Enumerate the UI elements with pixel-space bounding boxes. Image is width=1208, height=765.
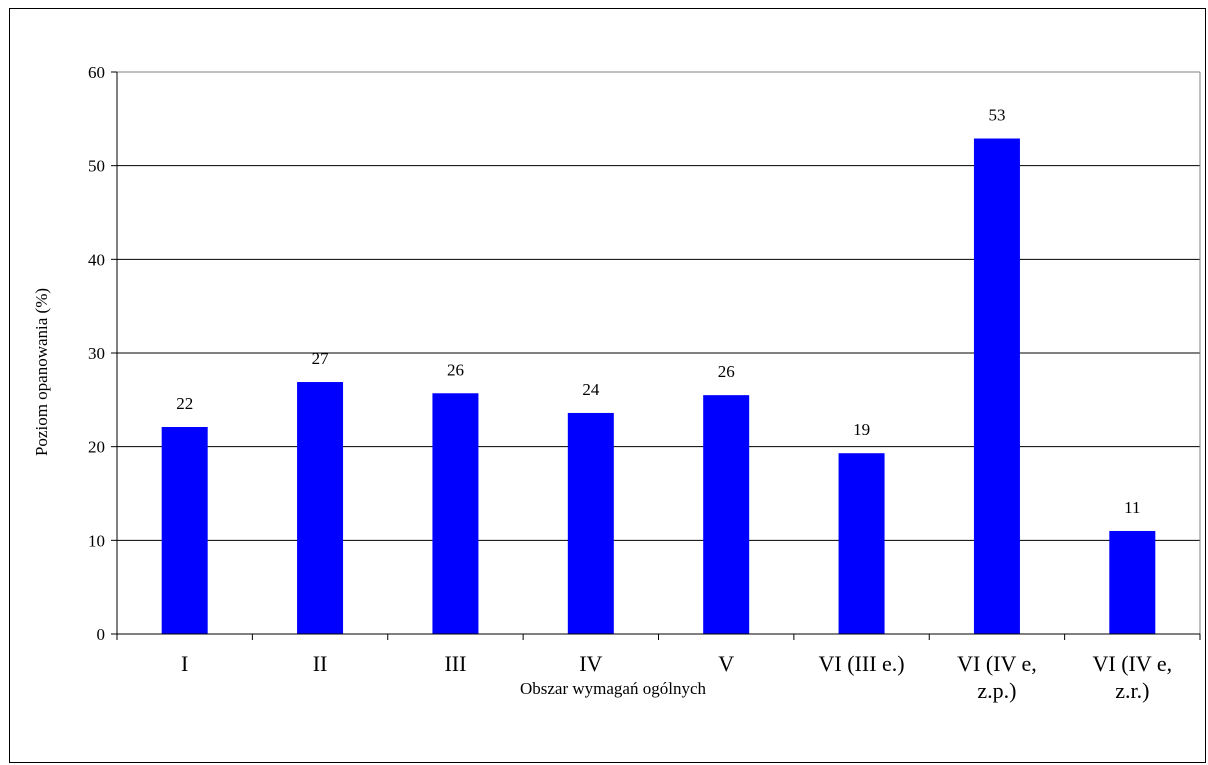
y-tick-label: 20 [88,438,105,457]
y-tick-label: 40 [88,250,105,269]
chart-frame: 0 10 20 30 40 50 60 I II III IV V VI (III e.) VI (IV … [9,8,1206,763]
x-tick-label: VI (III e.) [819,651,905,676]
bar [432,393,479,634]
y-axis-title: Poziom opanowania (%) [32,288,51,456]
bar [161,426,208,634]
bars [161,138,1156,634]
bar [567,412,614,634]
data-label: 26 [447,360,464,379]
data-label: 19 [853,420,870,439]
gridlines [117,71,1201,634]
data-label: 22 [176,394,193,413]
y-tick-label: 50 [88,157,105,176]
y-tick-label: 30 [88,344,105,363]
bar [703,395,750,634]
data-label: 27 [312,349,330,368]
data-label: 11 [1124,498,1140,517]
x-tick-label: II [313,651,328,676]
bar [297,382,344,634]
x-axis-title: Obszar wymagań ogólnych [520,679,707,698]
x-tick-label: VI (IV e, z.p.) [957,651,1037,703]
x-tick-label: V [718,651,734,676]
data-label: 24 [582,380,600,399]
x-tick-label: I [181,651,188,676]
y-tick-label: 10 [88,531,105,550]
x-tick-label: IV [579,651,602,676]
y-tick-label: 0 [97,625,106,644]
data-label: 26 [718,362,735,381]
data-label: 53 [988,106,1005,125]
x-tick-label: III [444,651,466,676]
y-tick-label: 60 [88,63,105,82]
bar [973,138,1020,634]
data-labels: 22 27 26 24 26 19 53 11 [176,106,1140,517]
bar [1109,530,1156,634]
bar [838,453,885,634]
x-tick-label: VI (IV e, z.r.) [1093,651,1173,703]
